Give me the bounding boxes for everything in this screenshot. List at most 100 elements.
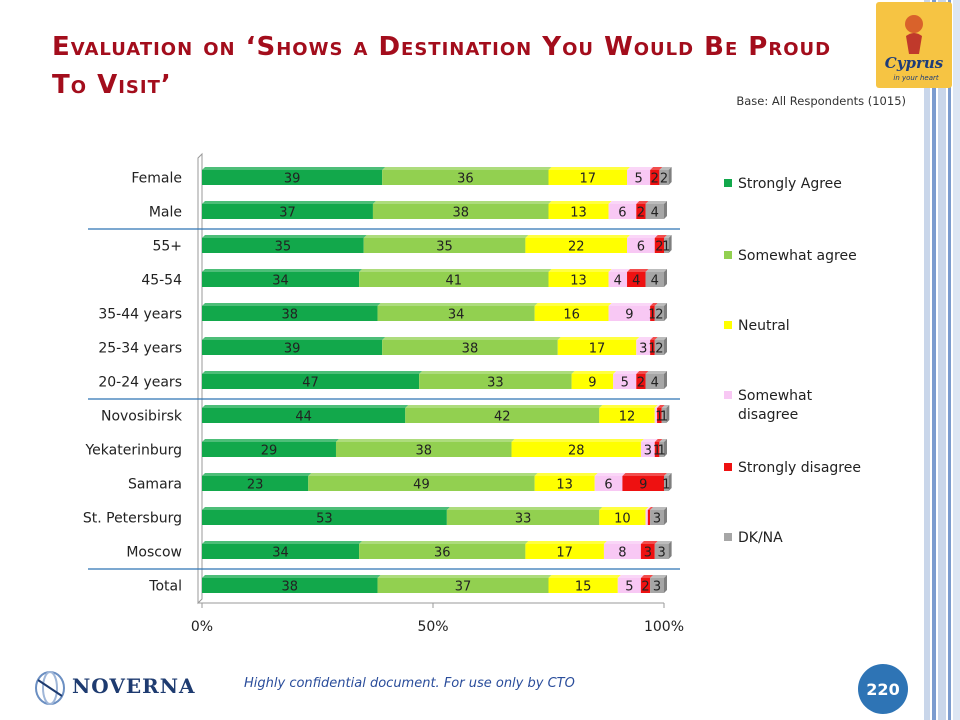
bar-total-strongly-disagree [640,578,651,593]
bar-top-female-somewhat-disagree [627,167,654,170]
data-label-samara-strongly-disagree: 9 [639,478,647,493]
bar-yekaterinburg-neutral [511,442,641,457]
bar-st-petersburg-somewhat-agree [446,510,600,525]
bar-top-total-dk-na [650,575,667,578]
bar-45-54-somewhat-disagree [608,272,628,287]
bar-top-female-strongly-agree [202,167,386,170]
category-label-yekaterinburg: Yekaterinburg [84,443,182,459]
svg-text:in your heart: in your heart [893,74,938,82]
bar-top-novosibirsk-neutral [599,405,658,408]
bar-top-novosibirsk-strongly-agree [202,405,409,408]
data-label-st-petersburg-strongly-agree: 53 [316,512,333,527]
data-label-55-somewhat-agree: 35 [436,240,453,255]
bar-45-54-strongly-agree [202,272,360,287]
bar-st-petersburg-strongly-agree [202,510,447,525]
bar-55-strongly-agree [202,238,364,253]
data-label-yekaterinburg-somewhat-disagree: 3 [644,444,652,459]
data-label-yekaterinburg-strongly-disagree: 1 [653,444,661,459]
bar-35-44-years-strongly-disagree [650,306,655,321]
legend-label-strongly-disagree: Strongly disagree [738,460,861,476]
bar-side-samara [668,473,672,491]
svg-text:Cyprus: Cyprus [885,54,944,72]
bar-total-strongly-agree [202,578,378,593]
page-number-badge: 220 [858,664,908,714]
right-edge-stripes [924,0,960,720]
bar-novosibirsk-somewhat-disagree [654,408,658,423]
bar-top-moscow-dk-na [654,541,672,544]
data-label-total-dk-na: 3 [653,580,661,595]
data-label-20-24-years-neutral: 9 [588,376,596,391]
bar-55-strongly-disagree [654,238,664,253]
category-label-35-44-years: 35-44 years [98,307,182,323]
data-label-novosibirsk-strongly-disagree: 1 [655,410,663,425]
bar-35-44-years-dk-na [654,306,664,321]
bar-top-samara-dk-na [664,473,672,476]
bar-side-25-34-years [664,337,667,355]
bar-side-55 [668,235,672,253]
bar-top-samara-strongly-agree [202,473,312,476]
bar-yekaterinburg-strongly-agree [202,442,336,457]
bar-male-dk-na [645,204,664,219]
bar-top-novosibirsk-somewhat-disagree [654,405,661,408]
bar-top-yekaterinburg-dk-na [659,439,667,442]
data-label-55-strongly-disagree: 2 [655,240,663,255]
bar-top-male-somewhat-disagree [608,201,640,204]
bar-top-male-neutral [548,201,612,204]
bar-35-44-years-somewhat-agree [377,306,535,321]
bar-25-34-years-neutral [557,340,637,355]
bar-top-45-54-strongly-disagree [627,269,649,272]
bar-45-54-dk-na [645,272,664,287]
page-title: Evaluation on ‘Shows a Destination You W… [52,32,832,100]
bar-total-somewhat-disagree [617,578,641,593]
bar-novosibirsk-strongly-agree [202,408,406,423]
legend-swatch-dk-na [724,533,732,541]
bar-top-25-34-years-strongly-disagree [650,337,658,340]
bar-side-novosibirsk [666,405,670,423]
bar-yekaterinburg-dk-na [659,442,664,457]
x-tick-label-50: 50% [417,619,448,635]
bar-side-35-44-years [664,303,667,321]
bar-top-female-dk-na [659,167,672,170]
bar-25-34-years-somewhat-disagree [636,340,651,355]
legend-label-somewhat-disagree: disagree [738,407,798,423]
data-label-55-somewhat-disagree: 6 [637,240,645,255]
bar-top-55-strongly-disagree [654,235,667,238]
bar-top-45-54-somewhat-disagree [608,269,631,272]
data-label-35-44-years-somewhat-agree: 34 [448,308,465,323]
bar-55-somewhat-disagree [627,238,655,253]
data-label-female-strongly-disagree: 2 [651,172,659,187]
bar-st-petersburg-somewhat-disagree [645,510,648,525]
data-label-st-petersburg-dk-na: 3 [653,512,661,527]
data-label-yekaterinburg-strongly-agree: 29 [261,444,278,459]
x-tick-label-100: 100% [644,619,684,635]
plot-back-wall [197,152,203,605]
bar-55-neutral [525,238,628,253]
bar-top-55-somewhat-agree [363,235,529,238]
bar-20-24-years-somewhat-disagree [613,374,637,389]
bar-st-petersburg-dk-na [650,510,664,525]
bar-moscow-neutral [525,544,604,559]
data-label-20-24-years-somewhat-disagree: 5 [621,376,629,391]
bar-female-somewhat-disagree [627,170,651,185]
legend-swatch-somewhat-agree [724,251,732,259]
bar-female-strongly-agree [202,170,383,185]
bar-top-55-neutral [525,235,631,238]
bar-top-35-44-years-neutral [534,303,612,306]
data-label-45-54-somewhat-agree: 41 [446,274,463,289]
bar-top-novosibirsk-strongly-disagree [657,405,665,408]
bar-samara-somewhat-disagree [594,476,623,491]
bar-top-25-34-years-neutral [557,337,640,340]
bar-top-female-neutral [548,167,631,170]
bar-45-54-strongly-disagree [627,272,646,287]
bar-yekaterinburg-strongly-disagree [654,442,660,457]
data-label-total-strongly-disagree: 2 [641,580,649,595]
bar-side-female [668,167,672,185]
bar-novosibirsk-somewhat-agree [405,408,600,423]
data-label-total-somewhat-disagree: 5 [625,580,633,595]
data-label-total-somewhat-agree: 37 [455,580,472,595]
data-label-samara-strongly-agree: 23 [247,478,264,493]
bar-top-25-34-years-strongly-agree [202,337,386,340]
data-label-female-somewhat-agree: 36 [457,172,474,187]
bar-55-somewhat-agree [363,238,526,253]
